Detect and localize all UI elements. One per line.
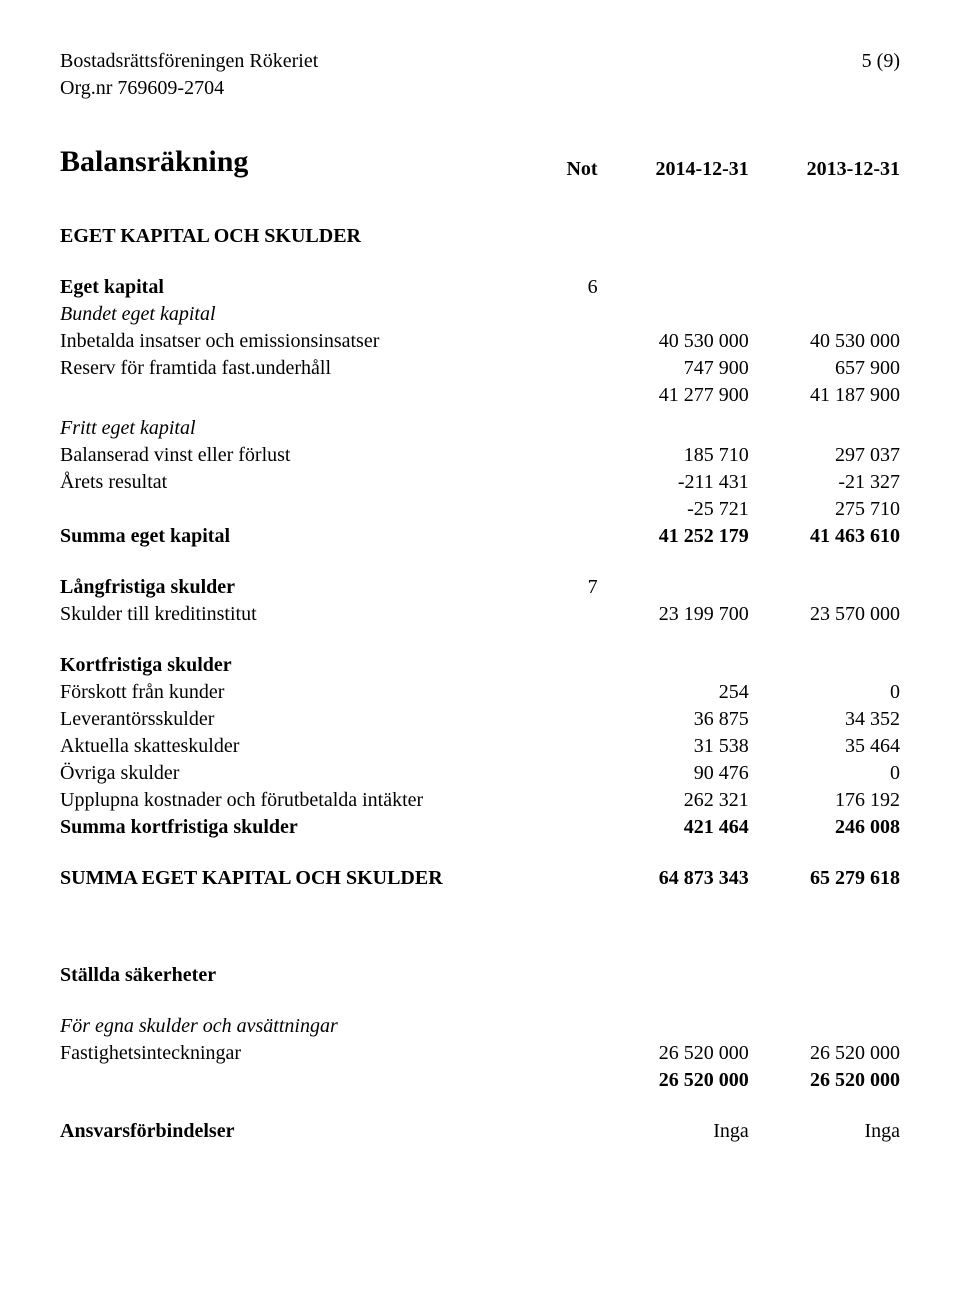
table-row: Aktuella skatteskulder 31 538 35 464 <box>60 733 900 760</box>
table-row: Förskott från kunder 254 0 <box>60 679 900 706</box>
subtotal-row: 41 277 900 41 187 900 <box>60 382 900 409</box>
row-label: Övriga skulder <box>60 760 530 787</box>
row-value: 64 873 343 <box>598 865 749 892</box>
row-value: 26 520 000 <box>598 1067 749 1094</box>
row-value: 421 464 <box>598 814 749 841</box>
row-value: 246 008 <box>749 814 900 841</box>
row-value: 26 520 000 <box>749 1040 900 1067</box>
row-label: Upplupna kostnader och förutbetalda intä… <box>60 787 530 814</box>
row-value: 90 476 <box>598 760 749 787</box>
row-label: Aktuella skatteskulder <box>60 733 530 760</box>
org-name: Bostadsrättsföreningen Rökeriet <box>60 48 318 75</box>
row-value: 36 875 <box>598 706 749 733</box>
row-value: 185 710 <box>598 442 749 469</box>
row-label: Förskott från kunder <box>60 679 530 706</box>
row-value: 747 900 <box>598 355 749 382</box>
row-value: 41 252 179 <box>598 523 749 550</box>
bundet-header: Bundet eget kapital <box>60 301 900 328</box>
table-row: Skulder till kreditinstitut 23 199 700 2… <box>60 601 900 628</box>
row-value: 0 <box>749 760 900 787</box>
main-title: Balansräkning <box>60 142 530 183</box>
row-value: Inga <box>598 1118 749 1145</box>
row-value: 23 570 000 <box>749 601 900 628</box>
row-value: 41 463 610 <box>749 523 900 550</box>
ansvar-row: Ansvarsförbindelser Inga Inga <box>60 1118 900 1145</box>
row-label: Skulder till kreditinstitut <box>60 601 530 628</box>
row-value: 657 900 <box>749 355 900 382</box>
note-header: Not <box>530 142 597 183</box>
row-value: -211 431 <box>598 469 749 496</box>
row-label: Balanserad vinst eller förlust <box>60 442 530 469</box>
row-value: 297 037 <box>749 442 900 469</box>
table-row: Övriga skulder 90 476 0 <box>60 760 900 787</box>
row-value: 41 187 900 <box>749 382 900 409</box>
row-value: 23 199 700 <box>598 601 749 628</box>
row-value: 26 520 000 <box>749 1067 900 1094</box>
eget-kapital-header: Eget kapital <box>60 274 530 301</box>
table-row: Reserv för framtida fast.underhåll 747 9… <box>60 355 900 382</box>
stallda-header: Ställda säkerheter <box>60 962 900 989</box>
row-value: 254 <box>598 679 749 706</box>
row-value: 65 279 618 <box>749 865 900 892</box>
row-label: Årets resultat <box>60 469 530 496</box>
table-row: Leverantörsskulder 36 875 34 352 <box>60 706 900 733</box>
row-value: 262 321 <box>598 787 749 814</box>
row-value: 40 530 000 <box>598 328 749 355</box>
row-label: Summa eget kapital <box>60 523 530 550</box>
subtotal-row: 26 520 000 26 520 000 <box>60 1067 900 1094</box>
row-value: 176 192 <box>749 787 900 814</box>
section-header: EGET KAPITAL OCH SKULDER <box>60 223 900 250</box>
stallda-subheader: För egna skulder och avsättningar <box>60 1013 900 1040</box>
row-value: -21 327 <box>749 469 900 496</box>
table-row: Upplupna kostnader och förutbetalda intä… <box>60 787 900 814</box>
row-value: 26 520 000 <box>598 1040 749 1067</box>
row-label: Fastighetsinteckningar <box>60 1040 530 1067</box>
row-value: 31 538 <box>598 733 749 760</box>
row-label: Reserv för framtida fast.underhåll <box>60 355 530 382</box>
row-value: -25 721 <box>598 496 749 523</box>
row-label: SUMMA EGET KAPITAL OCH SKULDER <box>60 865 530 892</box>
table-row: Inbetalda insatser och emissionsinsatser… <box>60 328 900 355</box>
page-header: Bostadsrättsföreningen Rökeriet 5 (9) <box>60 48 900 75</box>
subtotal-row: -25 721 275 710 <box>60 496 900 523</box>
langfristiga-header: Långfristiga skulder <box>60 574 530 601</box>
date-col-1: 2014-12-31 <box>598 142 749 183</box>
grand-total-row: SUMMA EGET KAPITAL OCH SKULDER 64 873 34… <box>60 865 900 892</box>
org-number: Org.nr 769609-2704 <box>60 75 900 102</box>
table-row: Balanserad vinst eller förlust 185 710 2… <box>60 442 900 469</box>
note-cell: 6 <box>530 274 597 301</box>
row-value: 275 710 <box>749 496 900 523</box>
row-value: 41 277 900 <box>598 382 749 409</box>
note-cell: 7 <box>530 574 597 601</box>
table-row: Årets resultat -211 431 -21 327 <box>60 469 900 496</box>
row-value: Inga <box>749 1118 900 1145</box>
row-label: Ansvarsförbindelser <box>60 1118 530 1145</box>
table-row: Fastighetsinteckningar 26 520 000 26 520… <box>60 1040 900 1067</box>
summa-row: Summa kortfristiga skulder 421 464 246 0… <box>60 814 900 841</box>
row-value: 40 530 000 <box>749 328 900 355</box>
page-number: 5 (9) <box>862 48 900 75</box>
row-value: 0 <box>749 679 900 706</box>
fritt-header: Fritt eget kapital <box>60 415 900 442</box>
row-label: Leverantörsskulder <box>60 706 530 733</box>
title-row: Balansräkning Not 2014-12-31 2013-12-31 <box>60 142 900 183</box>
row-label: Summa kortfristiga skulder <box>60 814 530 841</box>
row-value: 35 464 <box>749 733 900 760</box>
date-col-2: 2013-12-31 <box>749 142 900 183</box>
summa-row: Summa eget kapital 41 252 179 41 463 610 <box>60 523 900 550</box>
row-value: 34 352 <box>749 706 900 733</box>
row-label: Inbetalda insatser och emissionsinsatser <box>60 328 530 355</box>
balance-table: EGET KAPITAL OCH SKULDER Eget kapital 6 … <box>60 223 900 1145</box>
kortfristiga-header: Kortfristiga skulder <box>60 652 900 679</box>
